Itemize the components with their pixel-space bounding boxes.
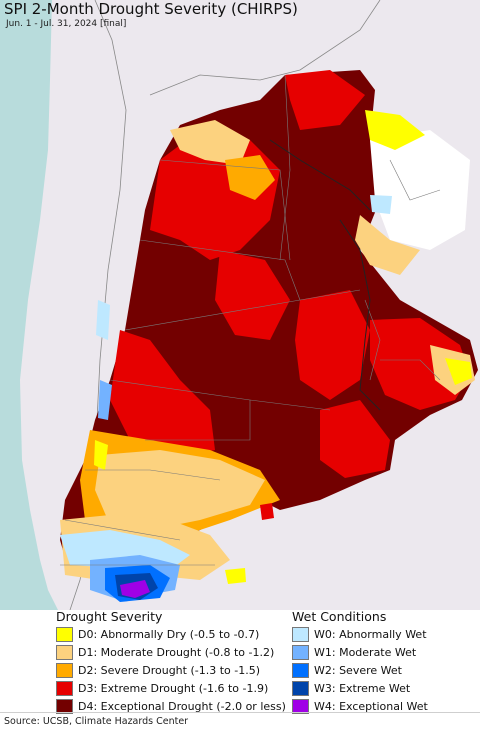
region-d3-coast — [260, 503, 274, 520]
legend-swatch-w0 — [292, 626, 309, 642]
region-white-paraguay — [370, 130, 470, 250]
legend-item-d4: D4: Exceptional Drought (-2.0 or less) — [56, 698, 286, 714]
region-w0-andes — [96, 300, 110, 340]
legend-label-d0: D0: Abnormally Dry (-0.5 to -0.7) — [78, 627, 260, 641]
source-credit: Source: UCSB, Climate Hazards Center — [4, 716, 189, 727]
region-d3-northeast — [285, 70, 365, 130]
legend-label-w3: W3: Extreme Wet — [314, 681, 411, 695]
legend-swatch-w2 — [292, 662, 309, 678]
legend-item-d0: D0: Abnormally Dry (-0.5 to -0.7) — [56, 626, 259, 642]
legend-swatch-d0 — [56, 626, 73, 642]
drought-legend-title: Drought Severity — [56, 609, 163, 624]
legend-item-w2: W2: Severe Wet — [292, 662, 402, 678]
legend-swatch-d4 — [56, 698, 73, 714]
region-d0-andes — [94, 440, 108, 470]
province-borders — [60, 74, 441, 566]
region-d1-paraguay — [355, 215, 420, 275]
legend-item-w4: W4: Exceptional Wet — [292, 698, 428, 714]
legend-label-w1: W1: Moderate Wet — [314, 645, 417, 659]
legend-label-d3: D3: Extreme Drought (-1.6 to -1.9) — [78, 681, 269, 695]
legend-item-w3: W3: Extreme Wet — [292, 680, 410, 696]
region-d3-east — [295, 290, 370, 400]
wet-legend-title: Wet Conditions — [292, 609, 387, 624]
legend-label-d1: D1: Moderate Drought (-0.8 to -1.2) — [78, 645, 275, 659]
footer-divider — [0, 712, 480, 713]
drought-map — [0, 0, 480, 610]
legend-label-w0: W0: Abnormally Wet — [314, 627, 427, 641]
legend-swatch-d3 — [56, 680, 73, 696]
region-d3-west — [110, 330, 215, 460]
legend-item-w1: W1: Moderate Wet — [292, 644, 416, 660]
region-d0-coast — [225, 568, 246, 584]
legend-swatch-w1 — [292, 644, 309, 660]
region-w1-andes — [98, 380, 112, 420]
region-w0-paraguay — [370, 195, 392, 214]
bolivia-border — [149, 0, 381, 96]
legend-label-w4: W4: Exceptional Wet — [314, 699, 428, 713]
country-borders — [269, 139, 381, 411]
legend-swatch-d1 — [56, 644, 73, 660]
region-w4-patagonia — [120, 580, 150, 598]
region-d1-north — [170, 120, 250, 165]
region-d3-center — [215, 250, 290, 340]
region-d0-paraguay — [365, 110, 425, 150]
legend-item-d3: D3: Extreme Drought (-1.6 to -1.9) — [56, 680, 268, 696]
legend-swatch-d2 — [56, 662, 73, 678]
legend-label-d4: D4: Exceptional Drought (-2.0 or less) — [78, 699, 286, 713]
map-subtitle: Jun. 1 - Jul. 31, 2024 [final] — [6, 19, 127, 29]
legend-swatch-w3 — [292, 680, 309, 696]
legend-item-d1: D1: Moderate Drought (-0.8 to -1.2) — [56, 644, 274, 660]
legend-swatch-w4 — [292, 698, 309, 714]
legend-label-w2: W2: Severe Wet — [314, 663, 402, 677]
legend-label-d2: D2: Severe Drought (-1.3 to -1.5) — [78, 663, 261, 677]
legend-item-d2: D2: Severe Drought (-1.3 to -1.5) — [56, 662, 260, 678]
map-title: SPI 2-Month Drought Severity (CHIRPS) — [4, 0, 298, 18]
legend-item-w0: W0: Abnormally Wet — [292, 626, 427, 642]
region-d3-south — [320, 400, 390, 478]
region-d0-uruguay-east — [445, 358, 472, 385]
